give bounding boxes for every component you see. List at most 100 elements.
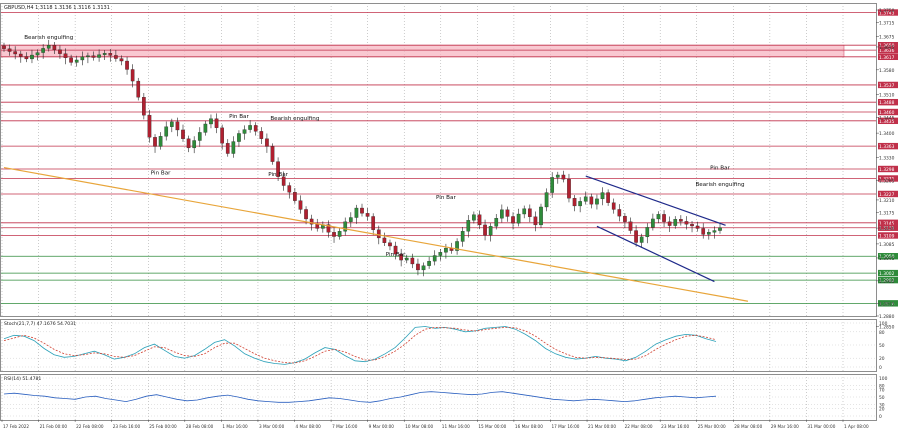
symbol-header: GBPUSD,H4 1.3118 1.3136 1.3116 1.3131 bbox=[4, 5, 110, 11]
candle-body bbox=[712, 230, 717, 233]
time-axis-label: 9 Mar 00:00 bbox=[369, 424, 395, 429]
candle-body bbox=[477, 214, 482, 226]
candle-body bbox=[114, 55, 118, 59]
level-price-tag bbox=[878, 219, 898, 227]
candle-body bbox=[35, 52, 40, 56]
candle-body bbox=[102, 53, 107, 55]
time-axis-label: 16 Mar 08:00 bbox=[515, 424, 543, 429]
price-tick-label: 1.3715 bbox=[879, 20, 895, 26]
candle-body bbox=[231, 141, 236, 154]
candle-body bbox=[561, 174, 566, 180]
candle-body bbox=[58, 49, 62, 54]
level-price-label: 1.2916 bbox=[879, 301, 895, 307]
time-axis-label: 25 Feb 00:00 bbox=[149, 424, 177, 429]
candle-body bbox=[175, 121, 180, 131]
level-price-label: 1.3050 bbox=[879, 254, 895, 260]
candle-body bbox=[444, 247, 448, 253]
rsi-tick-label: 20 bbox=[879, 406, 885, 412]
candle-body bbox=[97, 54, 101, 58]
rsi-tick-label: 30 bbox=[879, 403, 885, 409]
level-price-label: 1.3002 bbox=[879, 271, 895, 277]
price-tick-label: 1.3210 bbox=[879, 198, 895, 204]
candle-body bbox=[7, 48, 12, 52]
candle-body bbox=[343, 221, 348, 232]
channel-upper bbox=[585, 175, 726, 226]
candle-body bbox=[404, 257, 409, 261]
level-price-label: 1.3145 bbox=[879, 221, 895, 227]
level-price-tag bbox=[878, 46, 898, 54]
candle-body bbox=[600, 192, 605, 200]
candle-body bbox=[667, 221, 672, 226]
stoch-tick-label: 80 bbox=[879, 330, 885, 336]
resistance-zone bbox=[0, 44, 845, 58]
candle-body bbox=[74, 59, 79, 63]
candle-body bbox=[30, 54, 34, 60]
stoch-panel-frame bbox=[0, 319, 877, 372]
level-price-tag bbox=[878, 142, 898, 150]
level-price-tag bbox=[878, 224, 898, 231]
candle-body bbox=[158, 136, 163, 147]
candle-body bbox=[550, 177, 555, 193]
price-tick-label: 1.3085 bbox=[879, 242, 895, 248]
candle-body bbox=[572, 198, 577, 207]
price-tick-label: 1.2980 bbox=[879, 279, 895, 285]
level-price-tag bbox=[878, 300, 898, 307]
candle-body bbox=[293, 192, 297, 201]
level-price-tag bbox=[878, 98, 898, 106]
time-axis-label: 21 Mar 00:00 bbox=[588, 424, 616, 429]
candle-body bbox=[533, 216, 538, 226]
price-tick-label: 1.3645 bbox=[879, 45, 895, 51]
candle-body bbox=[91, 55, 96, 58]
price-tick-label: 1.3750 bbox=[879, 8, 895, 14]
candle-body bbox=[438, 252, 443, 256]
channel-lower bbox=[596, 225, 715, 283]
rsi-tick-label: 0 bbox=[879, 414, 882, 420]
pattern-annotation: Pin Bar bbox=[436, 195, 456, 201]
candle-body bbox=[24, 56, 29, 60]
candle-body bbox=[410, 257, 415, 265]
pattern-annotation: Pin Bar bbox=[229, 114, 249, 120]
candle-body bbox=[181, 129, 185, 139]
price-tick-label: 1.3265 bbox=[879, 179, 895, 185]
candle-body bbox=[611, 202, 616, 210]
time-axis-label: 28 Mar 08:00 bbox=[734, 424, 762, 429]
candle-body bbox=[527, 208, 532, 217]
time-axis-label: 7 Mar 16:00 bbox=[332, 424, 358, 429]
time-axis-label: 23 Feb 16:00 bbox=[113, 424, 141, 429]
candle-body bbox=[281, 176, 286, 186]
main-panel-frame bbox=[0, 3, 877, 317]
candle-body bbox=[209, 118, 213, 125]
support-trendline bbox=[3, 166, 749, 302]
candle-body bbox=[662, 214, 666, 222]
candle-body bbox=[488, 226, 493, 236]
time-axis-label: 22 Mar 08:00 bbox=[625, 424, 653, 429]
candle-body bbox=[337, 231, 342, 237]
level-price-label: 1.3460 bbox=[879, 110, 895, 116]
candle-body bbox=[701, 228, 706, 235]
candle-body bbox=[472, 214, 476, 221]
level-price-label: 1.3271 bbox=[879, 176, 895, 182]
price-tick-label: 1.3175 bbox=[879, 210, 895, 216]
candle-body bbox=[237, 133, 241, 142]
time-axis-label: 4 Mar 08:00 bbox=[296, 424, 322, 429]
price-tick-label: 1.3580 bbox=[879, 68, 895, 74]
candle-body bbox=[142, 97, 146, 116]
stoch-tick-label: 20 bbox=[879, 356, 885, 362]
candle-body bbox=[309, 218, 314, 225]
candle-body bbox=[18, 53, 23, 57]
candle-body bbox=[220, 127, 224, 144]
level-price-label: 1.3435 bbox=[879, 119, 895, 125]
time-axis-label: 10 Mar 08:00 bbox=[405, 424, 433, 429]
level-price-tag bbox=[878, 53, 898, 61]
time-axis-label: 15 Mar 00:00 bbox=[478, 424, 506, 429]
candle-body bbox=[354, 207, 359, 218]
candle-body bbox=[679, 219, 683, 222]
price-tick-label: 1.3675 bbox=[879, 34, 895, 40]
pattern-annotation: Bearish engulfing bbox=[695, 182, 745, 188]
candle-body bbox=[617, 209, 622, 217]
pattern-annotation: Pin Bar bbox=[268, 172, 288, 178]
time-axis-label: 29 Mar 16:00 bbox=[771, 424, 799, 429]
candle-body bbox=[41, 48, 45, 53]
price-tick-label: 1.2850 bbox=[879, 325, 895, 331]
